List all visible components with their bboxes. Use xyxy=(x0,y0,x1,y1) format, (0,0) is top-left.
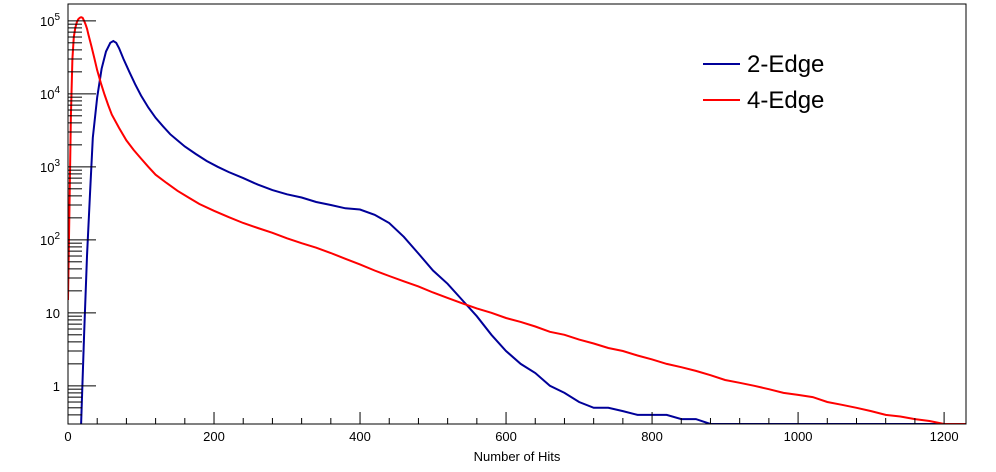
y-tick-exponent: 2 xyxy=(54,231,60,242)
series-line-4-edge xyxy=(68,16,966,424)
x-tick-label: 1200 xyxy=(930,429,959,444)
x-tick-label: 1000 xyxy=(784,429,813,444)
y-tick-label: 104 xyxy=(40,85,60,102)
y-tick-label: 105 xyxy=(40,12,60,29)
legend-label: 2-Edge xyxy=(747,51,824,78)
y-tick-label: 102 xyxy=(40,231,60,248)
x-tick-label: 200 xyxy=(203,429,225,444)
series-layer xyxy=(68,16,966,424)
x-tick-label: 0 xyxy=(64,429,71,444)
x-tick-label: 400 xyxy=(349,429,371,444)
y-tick-label: 10 xyxy=(46,306,60,321)
y-tick-base: 10 xyxy=(46,306,60,321)
y-tick-base: 1 xyxy=(53,379,60,394)
y-tick-base: 10 xyxy=(40,233,54,248)
legend-label: 4-Edge xyxy=(747,87,824,114)
series-line-2-edge xyxy=(80,39,966,424)
y-tick-base: 10 xyxy=(40,14,54,29)
legend: 2-Edge 4-Edge xyxy=(703,51,824,114)
x-tick-label: 800 xyxy=(641,429,663,444)
x-tick-label: 600 xyxy=(495,429,517,444)
y-tick-label: 103 xyxy=(40,158,60,175)
y-tick-base: 10 xyxy=(40,160,54,175)
x-axis-title: Number of Hits xyxy=(474,449,561,464)
y-tick-exponent: 5 xyxy=(54,12,60,23)
y-tick-base: 10 xyxy=(40,87,54,102)
y-tick-label: 1 xyxy=(53,379,60,394)
y-tick-exponent: 3 xyxy=(54,158,60,169)
y-tick-exponent: 4 xyxy=(54,85,60,96)
plot-frame xyxy=(67,3,967,425)
